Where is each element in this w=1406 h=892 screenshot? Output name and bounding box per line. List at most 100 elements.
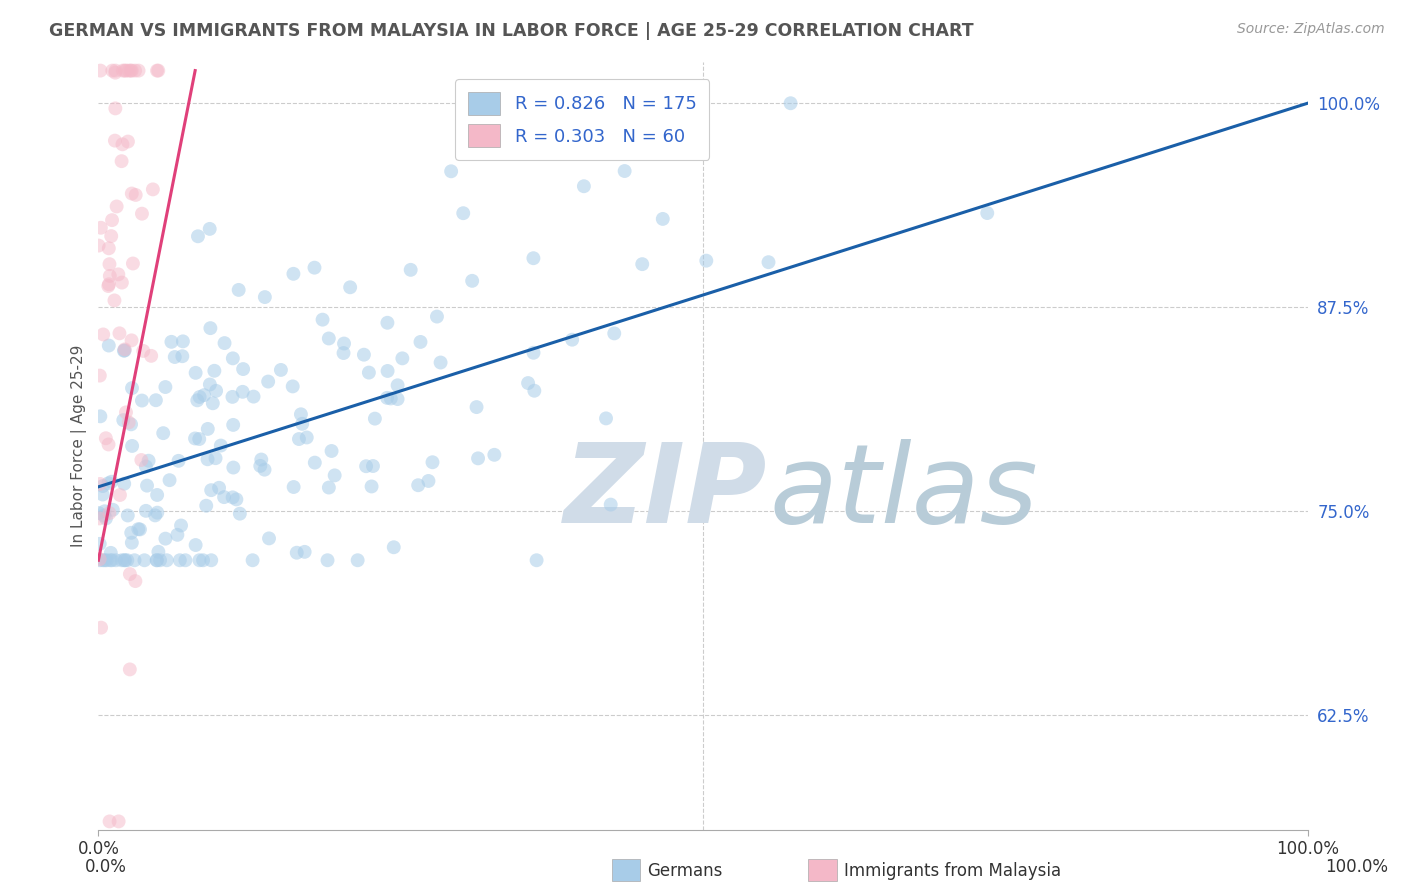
- Point: [135, 459, 157, 474]
- Text: Immigrants from Malaysia: Immigrants from Malaysia: [844, 862, 1060, 880]
- Point: [121, 535, 143, 549]
- Point: [440, 164, 463, 178]
- Point: [391, 351, 413, 366]
- Point: [131, 453, 153, 467]
- Point: [304, 456, 326, 470]
- Point: [104, 63, 127, 78]
- Point: [517, 376, 540, 390]
- Point: [98, 268, 121, 283]
- Point: [149, 553, 172, 567]
- Point: [146, 488, 169, 502]
- Point: [364, 411, 387, 425]
- Point: [117, 135, 139, 149]
- Point: [409, 334, 432, 349]
- Point: [89, 63, 111, 78]
- Point: [188, 553, 211, 567]
- Point: [100, 546, 122, 560]
- Point: [321, 444, 343, 458]
- Point: [198, 377, 221, 392]
- Point: [332, 346, 354, 360]
- Point: [170, 518, 193, 533]
- Text: atlas: atlas: [769, 439, 1038, 546]
- Point: [117, 508, 139, 523]
- Point: [283, 480, 305, 494]
- Point: [107, 814, 129, 829]
- Point: [127, 522, 149, 536]
- Point: [283, 267, 305, 281]
- Point: [108, 326, 131, 341]
- Point: [200, 483, 222, 498]
- Point: [114, 343, 136, 358]
- Point: [96, 553, 118, 567]
- Point: [152, 426, 174, 441]
- Point: [122, 256, 145, 270]
- Point: [228, 283, 250, 297]
- Point: [112, 553, 135, 567]
- Point: [232, 362, 254, 376]
- Point: [124, 574, 146, 588]
- Point: [136, 478, 159, 492]
- Point: [100, 229, 122, 244]
- Point: [422, 455, 444, 469]
- Point: [361, 458, 384, 473]
- Point: [242, 390, 264, 404]
- Point: [146, 553, 169, 567]
- Point: [406, 478, 429, 492]
- Point: [429, 355, 451, 369]
- Point: [120, 63, 142, 78]
- Point: [377, 316, 399, 330]
- Point: [166, 528, 188, 542]
- Point: [200, 321, 222, 335]
- Point: [222, 460, 245, 475]
- Point: [97, 279, 120, 293]
- Point: [121, 439, 143, 453]
- Point: [111, 137, 134, 152]
- Point: [118, 416, 141, 430]
- Point: [599, 498, 621, 512]
- Point: [250, 452, 273, 467]
- Point: [294, 545, 316, 559]
- Point: [188, 432, 211, 446]
- Point: [221, 390, 243, 404]
- Point: [98, 257, 121, 271]
- Point: [141, 349, 163, 363]
- Point: [89, 553, 111, 567]
- Point: [135, 504, 157, 518]
- Point: [195, 499, 218, 513]
- Point: [316, 553, 339, 567]
- Point: [105, 199, 128, 213]
- Point: [138, 454, 160, 468]
- Point: [93, 508, 115, 523]
- Point: [142, 182, 165, 196]
- Text: Source: ZipAtlas.com: Source: ZipAtlas.com: [1237, 22, 1385, 37]
- Point: [131, 207, 153, 221]
- Point: [205, 384, 228, 398]
- Point: [98, 814, 121, 829]
- Point: [114, 63, 136, 78]
- Point: [108, 488, 131, 502]
- Point: [523, 384, 546, 398]
- Point: [132, 343, 155, 358]
- Point: [380, 392, 402, 406]
- Point: [114, 553, 136, 567]
- Point: [631, 257, 654, 271]
- Text: 100.0%: 100.0%: [1326, 858, 1388, 876]
- Point: [94, 431, 117, 445]
- Point: [94, 553, 117, 567]
- Point: [377, 364, 399, 378]
- Point: [104, 553, 127, 567]
- Point: [101, 63, 124, 78]
- Point: [285, 546, 308, 560]
- Point: [526, 553, 548, 567]
- Point: [172, 349, 194, 363]
- Point: [225, 492, 247, 507]
- Point: [221, 491, 243, 505]
- Point: [270, 363, 292, 377]
- Point: [121, 381, 143, 395]
- Point: [212, 490, 235, 504]
- Point: [418, 474, 440, 488]
- Point: [333, 336, 356, 351]
- Point: [200, 553, 222, 567]
- Point: [104, 134, 127, 148]
- Point: [87, 238, 110, 252]
